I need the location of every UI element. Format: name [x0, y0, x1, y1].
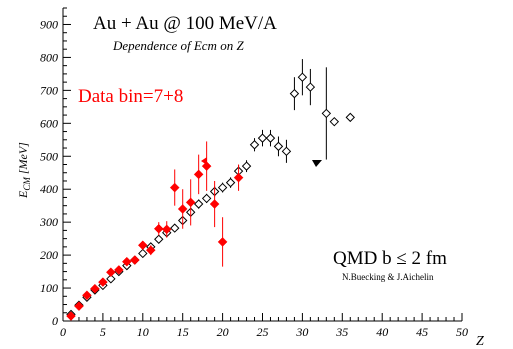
y-tick-label: 800	[40, 50, 58, 64]
x-axis-label: Z	[476, 334, 484, 349]
model-point	[321, 108, 332, 119]
y-tick-label: 900	[40, 17, 58, 31]
data-point	[185, 197, 196, 208]
y-tick-label: 0	[52, 314, 58, 328]
model-series-label: QMD b ≤ 2 fm	[333, 248, 447, 269]
data-point	[153, 223, 164, 234]
model-point	[241, 161, 252, 171]
data-point	[66, 311, 76, 321]
y-tick-label: 400	[40, 182, 58, 196]
data-point	[74, 301, 84, 312]
y-tick-label: 700	[40, 83, 58, 97]
black-arrow-marker	[312, 160, 322, 167]
model-point	[297, 72, 308, 82]
arrow-markers	[201, 157, 322, 167]
x-tick-label: 30	[295, 325, 308, 339]
x-tick-label: 40	[376, 325, 388, 339]
data-point	[161, 224, 172, 235]
chart-title: Au + Au @ 100 MeV/A	[93, 13, 277, 34]
model-point	[257, 133, 268, 143]
x-tick-label: 35	[335, 325, 348, 339]
data-point	[169, 182, 180, 193]
x-tick-label: 50	[456, 325, 468, 339]
model-point	[289, 88, 300, 99]
data-series-label: Data bin=7+8	[78, 86, 183, 107]
red-arrow-marker	[201, 157, 207, 165]
data-point	[209, 199, 220, 209]
axes: 0 5 10 15 20 25 30 35 40 45 5001002003004005006007…	[39, 7, 468, 339]
data-point	[121, 256, 132, 267]
model-point	[329, 116, 340, 127]
chart-subtitle: Dependence of Ecm on Z	[112, 38, 244, 53]
model-point	[305, 82, 316, 92]
data-point	[129, 255, 140, 265]
data-point	[106, 267, 116, 278]
x-tick-label: 45	[416, 325, 428, 339]
y-tick-label: 100	[40, 281, 58, 295]
y-tick-label: 500	[40, 149, 58, 163]
data-point	[98, 277, 108, 287]
model-point	[154, 234, 164, 244]
credit-label: N.Buecking & J.Aichelin	[342, 272, 434, 282]
model-point	[249, 140, 260, 150]
x-tick-label: 10	[137, 325, 149, 339]
y-tick-label: 300	[39, 215, 58, 229]
data-point	[193, 169, 204, 180]
model-point	[281, 146, 292, 157]
data-point	[201, 161, 212, 172]
x-tick-label: 15	[177, 325, 189, 339]
x-tick-label: 0	[60, 325, 66, 339]
model-point	[170, 223, 180, 233]
model-point	[273, 141, 284, 152]
data-point	[145, 245, 156, 256]
model-point	[217, 182, 228, 193]
data-point	[137, 240, 148, 251]
model-point	[265, 133, 276, 143]
model-point	[345, 112, 355, 123]
data-point	[177, 204, 188, 214]
model-point	[225, 177, 236, 188]
data-point	[114, 265, 124, 275]
y-tick-label: 600	[40, 116, 58, 130]
data-point	[90, 283, 100, 294]
data-point	[233, 172, 244, 183]
model-point	[193, 199, 204, 209]
data-point	[217, 237, 228, 247]
x-tick-label: 5	[100, 325, 106, 339]
data-series	[66, 141, 244, 321]
model-point	[138, 248, 148, 259]
model-point	[201, 193, 212, 204]
model-point	[106, 274, 116, 284]
x-tick-label: 25	[257, 325, 269, 339]
data-point	[82, 290, 92, 301]
series-layer	[66, 59, 355, 321]
x-tick-label: 20	[217, 325, 229, 339]
y-tick-label: 200	[40, 248, 58, 262]
